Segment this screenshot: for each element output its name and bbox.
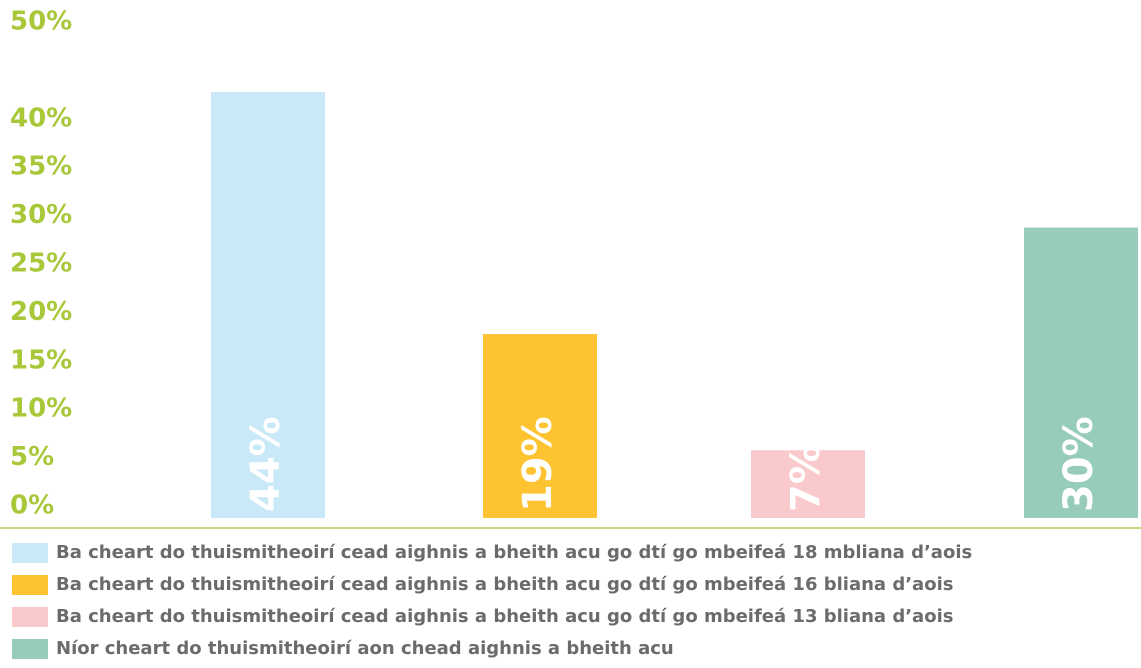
y-tick-label: 50% xyxy=(10,7,72,37)
value-label: 44% xyxy=(243,416,289,512)
legend-label: Níor cheart do thuismitheoirí aon chead … xyxy=(56,638,674,659)
y-tick-label: 20% xyxy=(10,297,72,327)
value-label: 19% xyxy=(515,416,561,512)
legend-label: Ba cheart do thuismitheoirí cead aighnis… xyxy=(56,606,953,627)
legend-swatch xyxy=(12,575,48,595)
legend-swatch xyxy=(12,543,48,563)
value-label: 30% xyxy=(1056,416,1102,512)
bar xyxy=(1024,227,1138,518)
y-tick-label: 35% xyxy=(10,152,72,182)
y-tick-label: 15% xyxy=(10,345,72,375)
bar xyxy=(483,334,597,518)
y-tick-label: 25% xyxy=(10,249,72,279)
y-tick-label: 10% xyxy=(10,394,72,424)
legend-swatch xyxy=(12,607,48,627)
y-tick-label: 30% xyxy=(10,200,72,230)
legend-label: Ba cheart do thuismitheoirí cead aighnis… xyxy=(56,542,972,563)
legend-swatch xyxy=(12,639,48,659)
y-tick-label: 0% xyxy=(10,491,54,521)
bar xyxy=(751,450,865,518)
bar xyxy=(211,92,325,518)
y-tick-label: 5% xyxy=(10,442,54,472)
legend-label: Ba cheart do thuismitheoirí cead aighnis… xyxy=(56,574,953,595)
value-label: 7% xyxy=(783,444,829,512)
y-tick-label: 40% xyxy=(10,103,72,133)
